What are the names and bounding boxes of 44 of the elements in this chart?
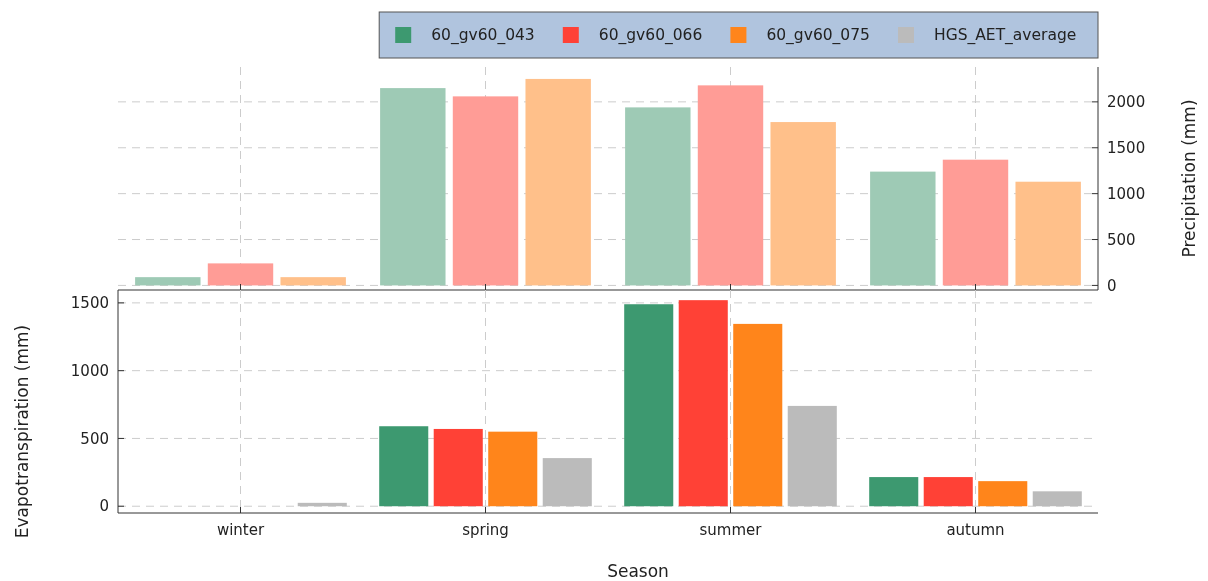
- x-tick-label: autumn: [946, 521, 1005, 539]
- bar: [733, 323, 783, 507]
- bar: [678, 300, 728, 507]
- legend-label: HGS_AET_average: [934, 26, 1077, 46]
- bar: [625, 107, 691, 286]
- bar: [624, 304, 674, 507]
- x-axis-title: Season: [607, 561, 669, 581]
- bar: [525, 78, 591, 286]
- y-tick-label: 500: [80, 429, 109, 448]
- bar: [488, 431, 538, 507]
- bar: [978, 481, 1028, 507]
- bar: [697, 85, 764, 286]
- y-tick-label: 1500: [70, 294, 109, 313]
- x-tick-label: spring: [462, 521, 509, 539]
- bar: [542, 458, 592, 507]
- bar: [787, 405, 837, 507]
- bar: [870, 171, 936, 286]
- y-tick-label: 1000: [70, 361, 109, 380]
- bar: [1015, 181, 1081, 286]
- bar: [380, 88, 446, 286]
- bar: [942, 159, 1009, 286]
- y-tick-label: 2000: [1107, 93, 1146, 112]
- bar: [452, 96, 519, 286]
- bar: [135, 277, 201, 286]
- y-tick-label: 0: [1107, 276, 1117, 295]
- bar: [207, 263, 274, 286]
- bar: [280, 277, 346, 286]
- x-tick-label: summer: [699, 521, 763, 539]
- bar: [433, 428, 483, 507]
- y-tick-label: 500: [1107, 230, 1136, 249]
- bar: [770, 122, 836, 286]
- bar: [869, 477, 919, 507]
- legend-label: 60_gv60_043: [431, 26, 535, 46]
- y-tick-label: 0: [99, 497, 109, 516]
- bar: [379, 426, 429, 507]
- legend-label: 60_gv60_075: [766, 26, 870, 46]
- y-axis-title: Evapotranspiration (mm): [12, 324, 32, 539]
- y-tick-label: 1000: [1107, 184, 1146, 203]
- legend-label: 60_gv60_066: [598, 26, 703, 46]
- bar: [1032, 491, 1082, 507]
- bar: [923, 477, 973, 507]
- y-axis-title: Precipitation (mm): [1179, 99, 1199, 258]
- y-tick-label: 1500: [1107, 139, 1146, 158]
- x-tick-label: winter: [216, 521, 265, 539]
